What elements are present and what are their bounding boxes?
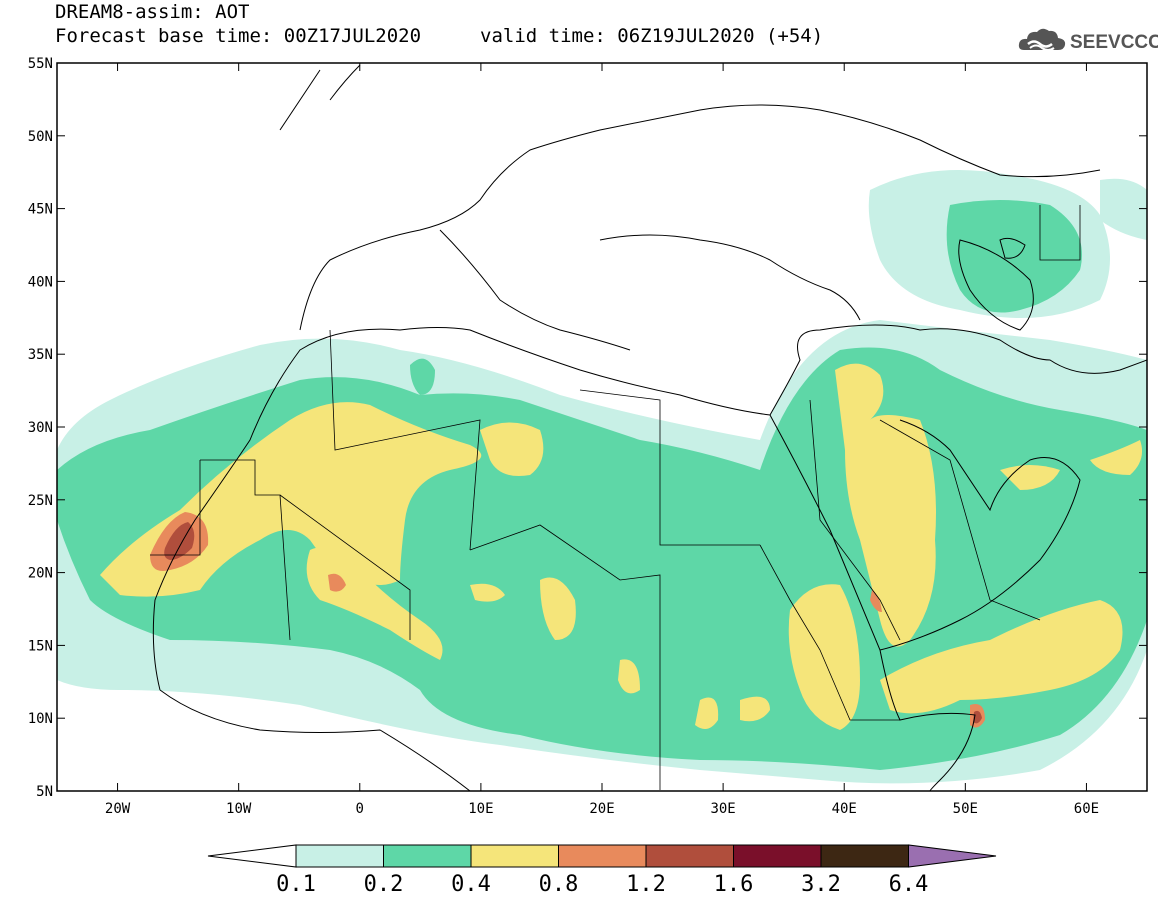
lon-tick-label: 60E	[1074, 801, 1099, 817]
aot-level-1.2	[164, 522, 982, 724]
aot-fields	[57, 170, 1147, 784]
colorbar-level-label: 6.4	[889, 872, 929, 897]
borders	[150, 205, 1081, 790]
colorbar-box	[470, 844, 559, 868]
colorbar-level-label: 0.8	[539, 872, 579, 897]
colorbar-level-label: 0.2	[364, 872, 404, 897]
lat-tick-label: 20N	[28, 566, 53, 582]
colorbar-box	[383, 844, 472, 868]
colorbar-level-label: 1.6	[714, 872, 754, 897]
colorbar-box	[645, 844, 734, 868]
lat-tick-label: 55N	[28, 56, 53, 72]
map-title: DREAM8-assim: AOT	[55, 1, 250, 23]
colorbar-arrow-low	[207, 844, 297, 868]
lon-tick-label: 40E	[832, 801, 857, 817]
lon-tick-label: 20E	[589, 801, 614, 817]
lon-tick-label: 20W	[105, 801, 131, 817]
lat-tick-label: 45N	[28, 202, 53, 218]
lat-tick-label: 30N	[28, 420, 53, 436]
lon-tick-label: 10E	[468, 801, 493, 817]
lat-tick-label: 25N	[28, 493, 53, 509]
latitude-axis: 55N 50N 45N 40N 35N 30N 25N 20N 15N 10N 5N	[28, 56, 1147, 800]
colorbar-level-label: 1.2	[626, 872, 666, 897]
lon-tick-label: 0	[356, 801, 364, 817]
lat-tick-label: 40N	[28, 274, 53, 290]
lat-tick-label: 35N	[28, 347, 53, 363]
lat-tick-label: 15N	[28, 638, 53, 654]
colorbar-level-label: 0.4	[451, 872, 491, 897]
colorbar: 0.1 0.2 0.4 0.8 1.2 1.6 3.2 6.4	[207, 844, 997, 897]
colorbar-box	[295, 844, 384, 868]
colorbar-box	[733, 844, 822, 868]
lat-tick-label: 10N	[28, 711, 53, 727]
cloud-icon: SEEVCCC	[1018, 28, 1162, 53]
lat-tick-label: 5N	[36, 784, 53, 800]
valid-time: valid time: 06Z19JUL2020 (+54)	[480, 25, 824, 47]
coastlines	[152, 64, 1147, 791]
colorbar-arrow-high	[908, 844, 997, 868]
colorbar-level-label: 3.2	[801, 872, 841, 897]
longitude-axis: 20W 10W 0 10E 20E 30E 40E 50E 60E	[105, 63, 1099, 817]
lon-tick-label: 10W	[226, 801, 252, 817]
colorbar-box	[558, 844, 647, 868]
colorbar-level-label: 0.1	[276, 872, 316, 897]
lon-tick-label: 30E	[710, 801, 735, 817]
logo-text: SEEVCCC	[1070, 32, 1158, 53]
forecast-base-time: Forecast base time: 00Z17JUL2020	[55, 25, 422, 47]
colorbar-box	[820, 844, 909, 868]
lat-tick-label: 50N	[28, 129, 53, 145]
seevccc-logo: SEEVCCC	[1018, 22, 1162, 58]
lon-tick-label: 50E	[953, 801, 978, 817]
